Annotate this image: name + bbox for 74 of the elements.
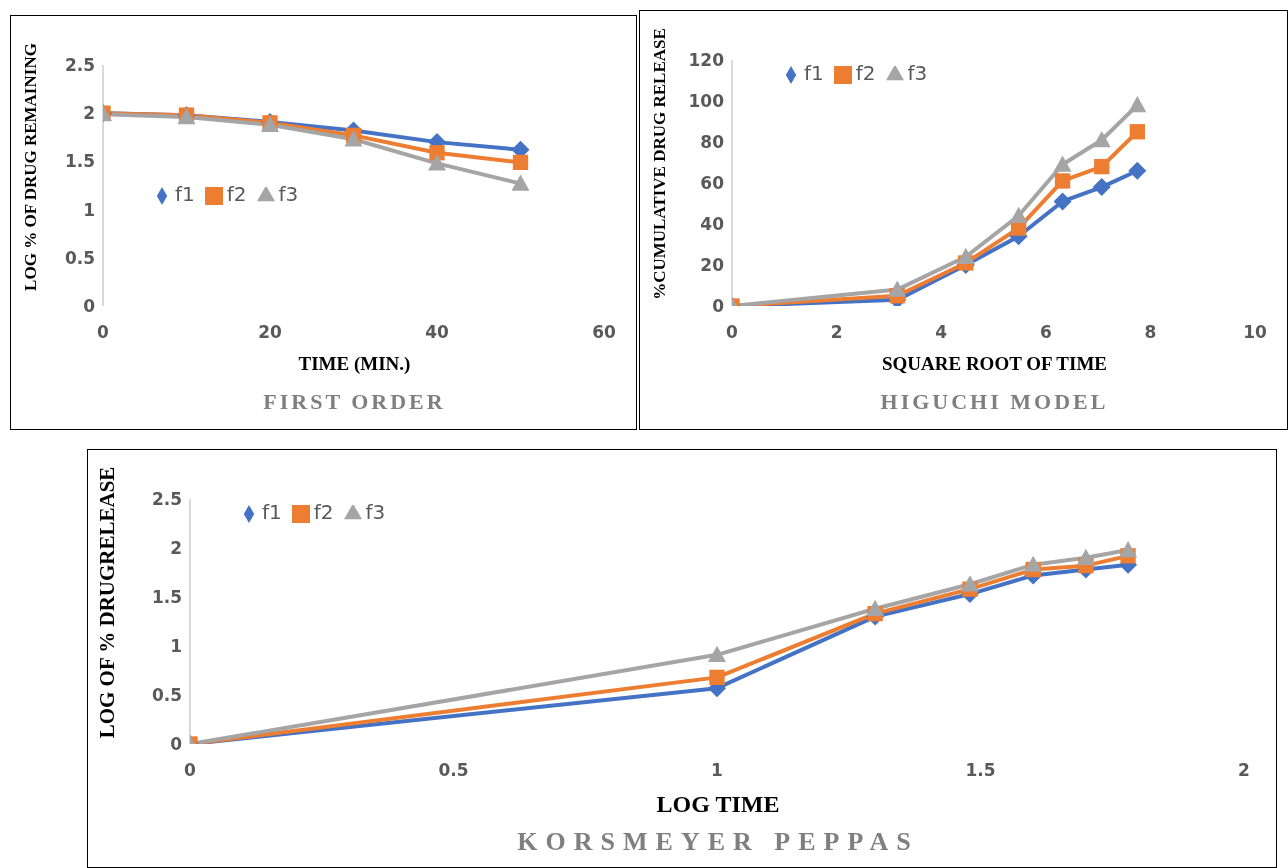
point (1009, 206, 1028, 223)
x-tick-label: 20 (258, 322, 282, 343)
y-tick-label: 1 (170, 636, 182, 657)
y-tick-label: 0 (712, 296, 725, 317)
x-tick-label: 2 (830, 322, 843, 343)
y-tick-label: 2.5 (64, 55, 95, 76)
legend-label: f1 (175, 182, 195, 206)
point (956, 247, 975, 264)
point (708, 645, 726, 663)
point (1053, 155, 1072, 172)
legend-label: f2 (855, 61, 876, 85)
point (1076, 548, 1095, 565)
y-tick-label: 80 (700, 132, 725, 153)
x-tick-label: 6 (1039, 322, 1052, 343)
point (512, 154, 529, 171)
y-tick-label: 40 (700, 214, 725, 235)
y-axis-title: LOG OF % DRUGRELEASE (95, 466, 121, 739)
legend-label: f3 (278, 182, 299, 206)
point (1128, 96, 1147, 113)
text: FIRST ORDER (262, 389, 447, 415)
y-tick-label: 0 (83, 296, 96, 317)
x-tick-label: 2 (1238, 760, 1250, 781)
legend-label: f3 (907, 61, 928, 85)
y-tick-label: 120 (688, 50, 725, 71)
point (1053, 192, 1072, 211)
x-tick-label: 60 (592, 322, 616, 343)
point (709, 669, 725, 686)
point (866, 599, 885, 616)
y-tick-label: 60 (700, 173, 725, 194)
y-tick-label: 0 (170, 734, 183, 755)
point (428, 154, 446, 171)
point (1094, 158, 1110, 175)
y-tick-label: 2.5 (151, 489, 182, 510)
y-tick-label: 1 (83, 199, 95, 220)
y-tick-label: 1.5 (64, 151, 95, 172)
point (1128, 161, 1147, 180)
x-tick-label: 0 (97, 322, 110, 343)
y-tick-label: 100 (688, 91, 725, 112)
text: HIGUCHI MODEL (879, 389, 1110, 415)
point (1054, 173, 1071, 189)
y-tick-label: 0.5 (151, 685, 182, 706)
point (888, 280, 907, 297)
point (511, 174, 530, 191)
x-tick-label: 4 (935, 322, 948, 343)
y-tick-label: 0.5 (64, 247, 95, 268)
point (1129, 124, 1145, 140)
point (1092, 130, 1111, 148)
x-tick-label: 8 (1144, 322, 1157, 343)
legend-label: f3 (365, 500, 386, 524)
y-tick-label: 20 (700, 255, 725, 276)
x-tick-label: 40 (425, 322, 449, 343)
point (1119, 540, 1138, 558)
x-tick-label: 0 (726, 322, 739, 343)
x-axis-title: SQUARE ROOT OF TIME (880, 353, 1109, 375)
point (960, 575, 979, 592)
y-tick-label: 2 (170, 538, 182, 559)
y-tick-label: 1.5 (151, 587, 182, 608)
legend-label: f2 (313, 500, 334, 524)
y-axis-title: LOG % OF DRUG REMAINING (21, 42, 41, 291)
legend-label: f2 (226, 182, 247, 206)
legend-label: f1 (804, 61, 824, 85)
y-axis-title: %CUMULATIVE DRUG RELEASE (650, 28, 670, 300)
legend-label: f1 (262, 500, 282, 524)
x-axis-title: LOG TIME (655, 791, 781, 818)
point (1024, 555, 1043, 572)
x-axis-title: TIME (MIN.) (297, 353, 412, 375)
x-tick-label: 1.5 (965, 760, 996, 781)
text: KORSMEYER PEPPAS (516, 827, 920, 857)
point (1092, 178, 1111, 197)
x-tick-label: 0 (184, 760, 197, 781)
x-tick-label: 10 (1243, 322, 1267, 343)
point (429, 145, 445, 161)
x-tick-label: 0.5 (438, 760, 469, 781)
y-tick-label: 2 (83, 103, 95, 124)
